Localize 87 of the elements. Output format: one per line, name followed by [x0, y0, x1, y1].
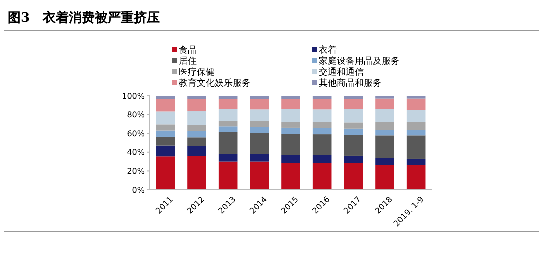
bar — [376, 164, 394, 190]
legend-label: 居住 — [179, 56, 197, 68]
bar — [406, 122, 426, 130]
bar — [344, 122, 364, 129]
y-tick-label: 80% — [127, 110, 146, 120]
y-tick-label: 40% — [127, 148, 146, 158]
bar — [156, 99, 176, 112]
bar — [250, 133, 270, 154]
y-tick-label: 0% — [132, 186, 146, 195]
legend-label: 医疗保健 — [179, 67, 215, 78]
legend-label: 其他商品和服务 — [319, 78, 382, 90]
bar — [406, 130, 426, 136]
bar — [282, 122, 300, 128]
bar — [344, 163, 364, 190]
bar — [250, 154, 270, 162]
bar — [282, 163, 300, 190]
bar — [218, 154, 238, 162]
bar — [250, 121, 270, 128]
legend-label: 家庭设备用品及服务 — [319, 56, 400, 68]
bar — [312, 96, 332, 100]
bar — [250, 127, 270, 134]
legend-label: 教育文化娱乐服务 — [179, 78, 251, 90]
bar — [344, 99, 364, 110]
legend-label: 交通和通信 — [319, 67, 364, 78]
bar — [312, 110, 332, 122]
bar — [250, 162, 270, 190]
bar — [406, 96, 426, 99]
bar — [312, 128, 332, 135]
bar — [312, 163, 332, 190]
bar — [282, 96, 300, 100]
bar — [156, 156, 176, 190]
bar — [376, 136, 394, 158]
bar — [218, 96, 238, 100]
bar — [218, 162, 238, 190]
bar — [218, 132, 238, 154]
bar — [344, 96, 364, 100]
bar — [218, 109, 238, 122]
bar — [188, 112, 206, 126]
y-tick-label: 100% — [122, 92, 146, 101]
bar — [156, 96, 176, 100]
y-tick-label: 20% — [127, 167, 146, 176]
bar — [406, 164, 426, 190]
bar — [376, 109, 394, 122]
bar — [188, 156, 206, 190]
bar — [312, 134, 332, 156]
bar — [282, 155, 300, 164]
bar — [218, 126, 238, 132]
bar — [376, 122, 394, 130]
bar — [188, 125, 206, 132]
bar — [156, 124, 176, 131]
bar — [156, 136, 176, 146]
bar — [406, 158, 426, 165]
bar — [344, 156, 364, 164]
bar — [406, 110, 426, 122]
bar — [282, 99, 300, 110]
bar — [282, 109, 300, 122]
chart-title: 图3 衣着消费被严重挤压 — [8, 10, 160, 26]
bar — [376, 158, 394, 165]
bar — [218, 99, 238, 110]
bar — [344, 109, 364, 123]
bar — [218, 121, 238, 127]
bar — [312, 99, 332, 110]
bar — [250, 99, 270, 110]
legend-label: 食品 — [179, 45, 197, 56]
bar — [376, 96, 394, 99]
bar — [156, 146, 176, 157]
bar — [406, 98, 426, 110]
bar — [376, 98, 394, 110]
bar — [344, 135, 364, 156]
bar — [188, 99, 206, 112]
bar — [344, 128, 364, 136]
bar — [188, 138, 206, 146]
y-tick-label: 60% — [127, 129, 146, 138]
bar — [312, 155, 332, 164]
bar — [188, 146, 206, 156]
bar — [282, 134, 300, 156]
bar — [282, 128, 300, 134]
bar — [406, 136, 426, 159]
bar — [376, 130, 394, 136]
bar — [250, 110, 270, 122]
bar — [312, 122, 332, 128]
bar — [188, 96, 206, 100]
bar — [156, 112, 176, 125]
bar — [156, 130, 176, 137]
legend-label: 衣着 — [319, 45, 337, 56]
bar — [250, 96, 270, 100]
bar — [188, 131, 206, 138]
